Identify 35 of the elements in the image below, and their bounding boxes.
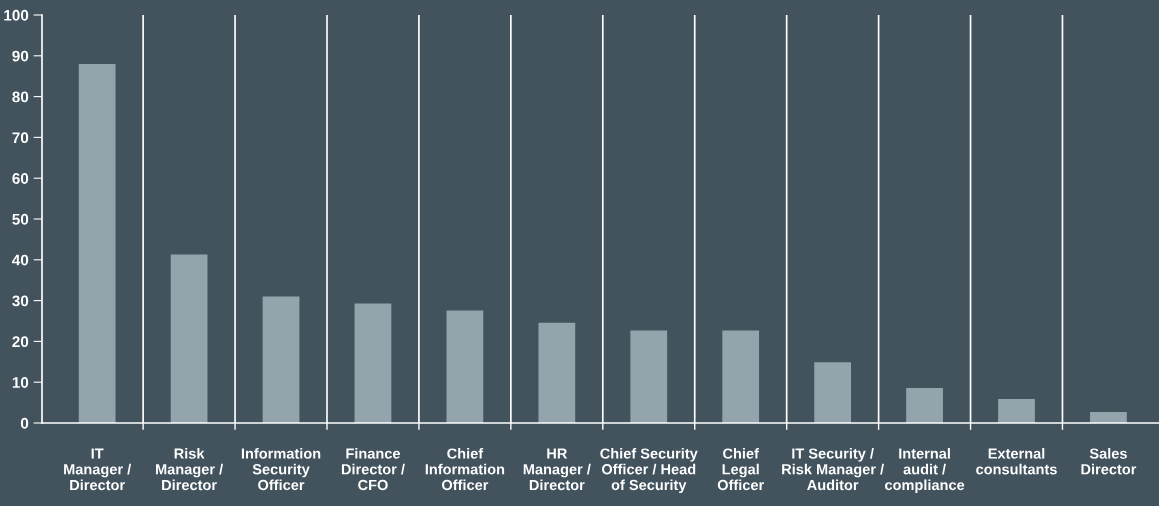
- y-tick-label: 60: [12, 173, 29, 184]
- x-tick-label: Finance Director / CFO: [341, 448, 405, 491]
- bar: [1090, 411, 1127, 423]
- x-tick-label: Chief Legal Officer: [717, 448, 764, 491]
- bar: [170, 254, 208, 423]
- y-tick-label: 10: [12, 377, 29, 388]
- bar: [630, 330, 668, 423]
- y-tick-label: 40: [12, 254, 29, 266]
- bar: [722, 330, 760, 423]
- bar: [354, 303, 392, 423]
- bar: [78, 63, 116, 423]
- x-tick-label: Information Security Officer: [241, 448, 321, 491]
- x-tick-label: HR Manager / Director: [523, 448, 591, 491]
- x-tick-label: IT Manager / Director: [64, 448, 132, 491]
- y-tick-label: 20: [12, 336, 29, 348]
- y-tick-label: 80: [12, 91, 29, 103]
- bar: [906, 387, 943, 423]
- bar: [446, 310, 484, 423]
- x-tick-label: External consultants: [976, 448, 1057, 475]
- x-tick-label: Chief Information Officer: [425, 448, 505, 491]
- x-tick-label: Chief Security Officer / Head of Security: [600, 448, 698, 494]
- bar: [538, 322, 576, 423]
- x-tick-label: Sales Director: [1081, 448, 1137, 475]
- y-tick-label: 50: [12, 213, 29, 225]
- y-tick-label: 30: [12, 295, 29, 307]
- y-tick-label: 100: [4, 9, 29, 21]
- bar: [814, 362, 852, 423]
- x-tick-label: Risk Manager / Director: [156, 448, 223, 491]
- bar: [998, 398, 1035, 423]
- y-tick-label: 70: [12, 132, 29, 144]
- x-tick-label: IT Security / Risk Manager / Auditor: [782, 448, 884, 491]
- x-tick-label: Internal audit / compliance: [885, 448, 965, 494]
- y-tick-label: 90: [12, 50, 29, 62]
- bar: [262, 296, 300, 423]
- y-tick-label: 0: [20, 417, 29, 429]
